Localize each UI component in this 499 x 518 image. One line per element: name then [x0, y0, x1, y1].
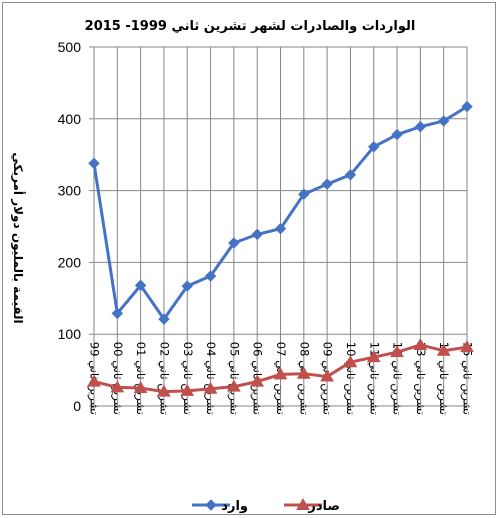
x-tick-label: تشرين ثاني 05	[226, 342, 241, 415]
data-point-diamond	[274, 222, 287, 235]
x-tick-label: تشرين ثاني 14	[436, 342, 451, 415]
data-point-diamond	[158, 313, 170, 325]
data-point-diamond	[228, 237, 240, 249]
x-tick-label: تشرين ثاني 10	[343, 342, 358, 415]
x-tick-label: تشرين ثاني 01	[133, 342, 148, 415]
legend-label: وارد	[221, 499, 248, 514]
y-tick-label: 100	[58, 326, 82, 342]
data-point-triangle	[273, 367, 288, 380]
x-tick-label: تشرين ثاني 02	[156, 342, 171, 415]
legend-item-1: صادر	[284, 497, 340, 514]
y-tick-labels: 0 100 200 300 400 500	[58, 39, 82, 414]
y-tick-label: 0	[73, 398, 81, 414]
x-tick-label: تشرين ثاني 12	[390, 342, 405, 415]
data-point-triangle	[390, 345, 404, 358]
series-1	[87, 337, 474, 397]
data-point-triangle	[296, 366, 311, 379]
data-point-diamond	[251, 228, 263, 241]
x-tick-label: تشرين ثاني 04	[203, 342, 218, 415]
x-tick-label: تشرين ثاني 00	[110, 342, 125, 415]
data-point-triangle	[203, 381, 218, 394]
data-point-triangle	[250, 374, 265, 387]
data-point-diamond	[205, 499, 217, 511]
data-point-diamond	[321, 178, 333, 190]
y-tick-label: 300	[58, 183, 82, 199]
y-tick-label: 200	[58, 254, 82, 270]
legend-item-0: وارد	[192, 499, 248, 514]
data-point-triangle	[133, 381, 148, 394]
series	[87, 100, 474, 397]
data-point-diamond	[414, 120, 427, 133]
data-point-triangle	[460, 340, 474, 353]
data-point-diamond	[368, 141, 380, 153]
data-point-diamond	[461, 100, 473, 113]
data-point-diamond	[344, 169, 357, 181]
data-point-triangle	[157, 384, 171, 397]
series-0	[88, 100, 473, 325]
data-point-diamond	[391, 128, 403, 141]
axes	[89, 46, 468, 411]
y-tick-label: 500	[58, 39, 82, 55]
data-point-diamond	[111, 307, 124, 320]
data-point-triangle	[436, 343, 451, 356]
legend-label: صادر	[307, 499, 340, 514]
x-tick-label: تشرين ثاني 03	[180, 342, 195, 415]
data-point-triangle	[227, 379, 241, 392]
y-axis-label: القيمة بالمليون دولار أمريكي	[10, 152, 26, 323]
data-point-triangle	[296, 497, 310, 510]
data-point-triangle	[87, 374, 101, 387]
data-point-triangle	[343, 355, 358, 368]
legend: وارد صادر	[192, 497, 340, 514]
data-point-diamond	[181, 280, 193, 292]
data-point-diamond	[88, 157, 100, 170]
data-point-diamond	[437, 115, 450, 127]
chart-title: الواردات والصادرات لشهر تشرين ثاني 1999-…	[85, 19, 416, 34]
data-point-triangle	[366, 350, 381, 363]
data-point-diamond	[298, 188, 310, 200]
data-point-triangle	[180, 383, 195, 396]
x-tick-label: تشرين ثاني 13	[413, 342, 428, 415]
data-point-diamond	[134, 279, 147, 292]
y-tick-label: 400	[58, 111, 82, 127]
x-tick-label: تشرين ثاني 15	[460, 342, 475, 415]
data-point-triangle	[320, 369, 334, 382]
data-point-triangle	[413, 337, 428, 350]
data-point-triangle	[110, 380, 125, 393]
data-point-diamond	[204, 270, 217, 282]
